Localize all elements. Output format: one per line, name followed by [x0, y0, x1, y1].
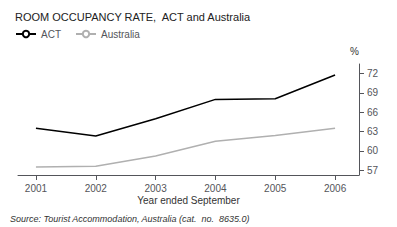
svg-text:2004: 2004: [204, 183, 227, 194]
svg-text:%: %: [350, 46, 359, 57]
svg-text:57: 57: [367, 165, 379, 176]
svg-text:66: 66: [367, 107, 379, 118]
svg-text:Year ended September: Year ended September: [137, 195, 240, 206]
svg-text:2002: 2002: [85, 183, 108, 194]
svg-text:69: 69: [367, 87, 379, 98]
svg-text:ROOM OCCUPANCY RATE, ACT and: ROOM OCCUPANCY RATE, ACT and Australia: [15, 11, 251, 23]
svg-text:Australia: Australia: [101, 29, 140, 40]
svg-text:ACT: ACT: [41, 29, 61, 40]
svg-text:Source: Tourist Accommodation,: Source: Tourist Accommodation, Australia…: [10, 214, 250, 224]
svg-text:63: 63: [367, 126, 379, 137]
svg-text:72: 72: [367, 68, 379, 79]
svg-text:2005: 2005: [264, 183, 287, 194]
svg-text:2001: 2001: [25, 183, 48, 194]
svg-text:2006: 2006: [324, 183, 347, 194]
svg-text:60: 60: [367, 145, 379, 156]
svg-text:2003: 2003: [144, 183, 167, 194]
